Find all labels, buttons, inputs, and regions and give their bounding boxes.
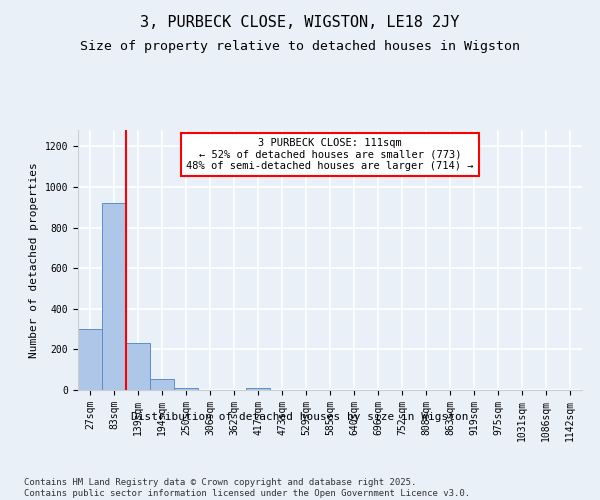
Text: Size of property relative to detached houses in Wigston: Size of property relative to detached ho… (80, 40, 520, 53)
Y-axis label: Number of detached properties: Number of detached properties (29, 162, 39, 358)
Bar (246, 388, 270, 390)
Text: 3, PURBECK CLOSE, WIGSTON, LE18 2JY: 3, PURBECK CLOSE, WIGSTON, LE18 2JY (140, 15, 460, 30)
Bar (78, 329, 102, 390)
Bar (174, 388, 198, 390)
Bar (126, 344, 150, 390)
Text: Distribution of detached houses by size in Wigston: Distribution of detached houses by size … (131, 412, 469, 422)
Bar (150, 379, 174, 390)
Text: 3 PURBECK CLOSE: 111sqm
← 52% of detached houses are smaller (773)
48% of semi-d: 3 PURBECK CLOSE: 111sqm ← 52% of detache… (186, 138, 474, 171)
Text: Contains HM Land Registry data © Crown copyright and database right 2025.
Contai: Contains HM Land Registry data © Crown c… (24, 478, 470, 498)
Bar (102, 203, 126, 390)
